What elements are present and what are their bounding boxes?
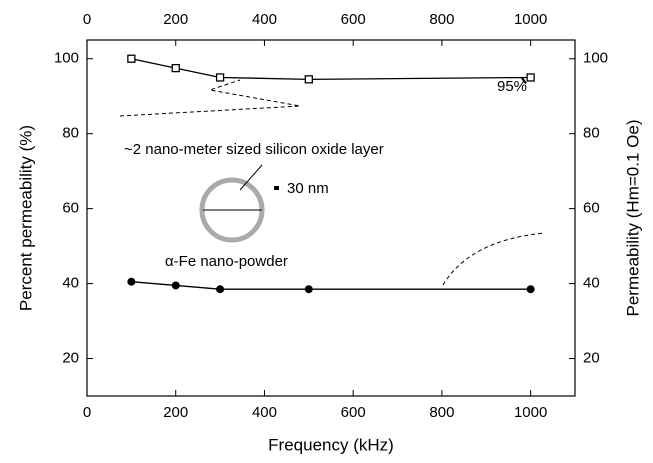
marker	[216, 285, 225, 294]
y-tick-label: 40	[62, 275, 79, 292]
y-tick-label: 100	[54, 50, 79, 67]
annotation: 95%	[497, 78, 527, 95]
decorations	[119, 79, 546, 286]
x2-tick-label: 800	[429, 11, 454, 28]
x-tick-label: 200	[163, 404, 188, 421]
x-axis-label: Frequency (kHz)	[268, 435, 394, 454]
x2-tick-label: 200	[163, 11, 188, 28]
annotation: 30 nm	[287, 180, 329, 197]
marker	[171, 63, 180, 73]
marker	[215, 73, 225, 82]
y2-tick-label: 80	[583, 125, 600, 142]
x2-tick-label: 600	[341, 11, 366, 28]
marker	[304, 285, 313, 294]
y2-axis-label: Permeability (Hm=0.1 Oe)	[623, 120, 642, 317]
series-label: α-Fe nano-powder	[165, 253, 288, 270]
marker	[127, 277, 136, 286]
marker	[526, 285, 535, 294]
marker	[526, 73, 535, 82]
x-tick-label: 600	[341, 404, 366, 421]
x-tick-label: 1000	[514, 404, 547, 421]
marker	[171, 281, 180, 290]
shell-pointer	[239, 164, 263, 191]
x-tick-label: 800	[429, 404, 454, 421]
y-tick-label: 20	[62, 349, 79, 366]
x2-tick-label: 0	[83, 11, 91, 28]
x-tick-label: 0	[83, 404, 91, 421]
y-axis-label: Percent permeability (%)	[16, 125, 35, 311]
marker	[127, 54, 136, 63]
x-tick-label: 400	[252, 404, 277, 421]
series-line	[131, 58, 531, 80]
x2-tick-label: 400	[252, 11, 277, 28]
annotation: ~2 nano-meter sized silicon oxide layer	[124, 141, 384, 158]
marker	[304, 75, 313, 84]
y2-tick-label: 40	[583, 275, 600, 292]
y2-tick-label: 60	[583, 200, 600, 217]
y-tick-label: 80	[62, 125, 79, 142]
y-tick-label: 60	[62, 200, 79, 217]
series-line	[131, 281, 531, 290]
annotation-arrow	[521, 77, 527, 85]
x2-tick-label: 1000	[514, 11, 547, 28]
annotation-pointer	[274, 186, 279, 190]
plot-frame	[86, 39, 576, 397]
y2-tick-label: 100	[583, 50, 608, 67]
y2-tick-label: 20	[583, 349, 600, 366]
